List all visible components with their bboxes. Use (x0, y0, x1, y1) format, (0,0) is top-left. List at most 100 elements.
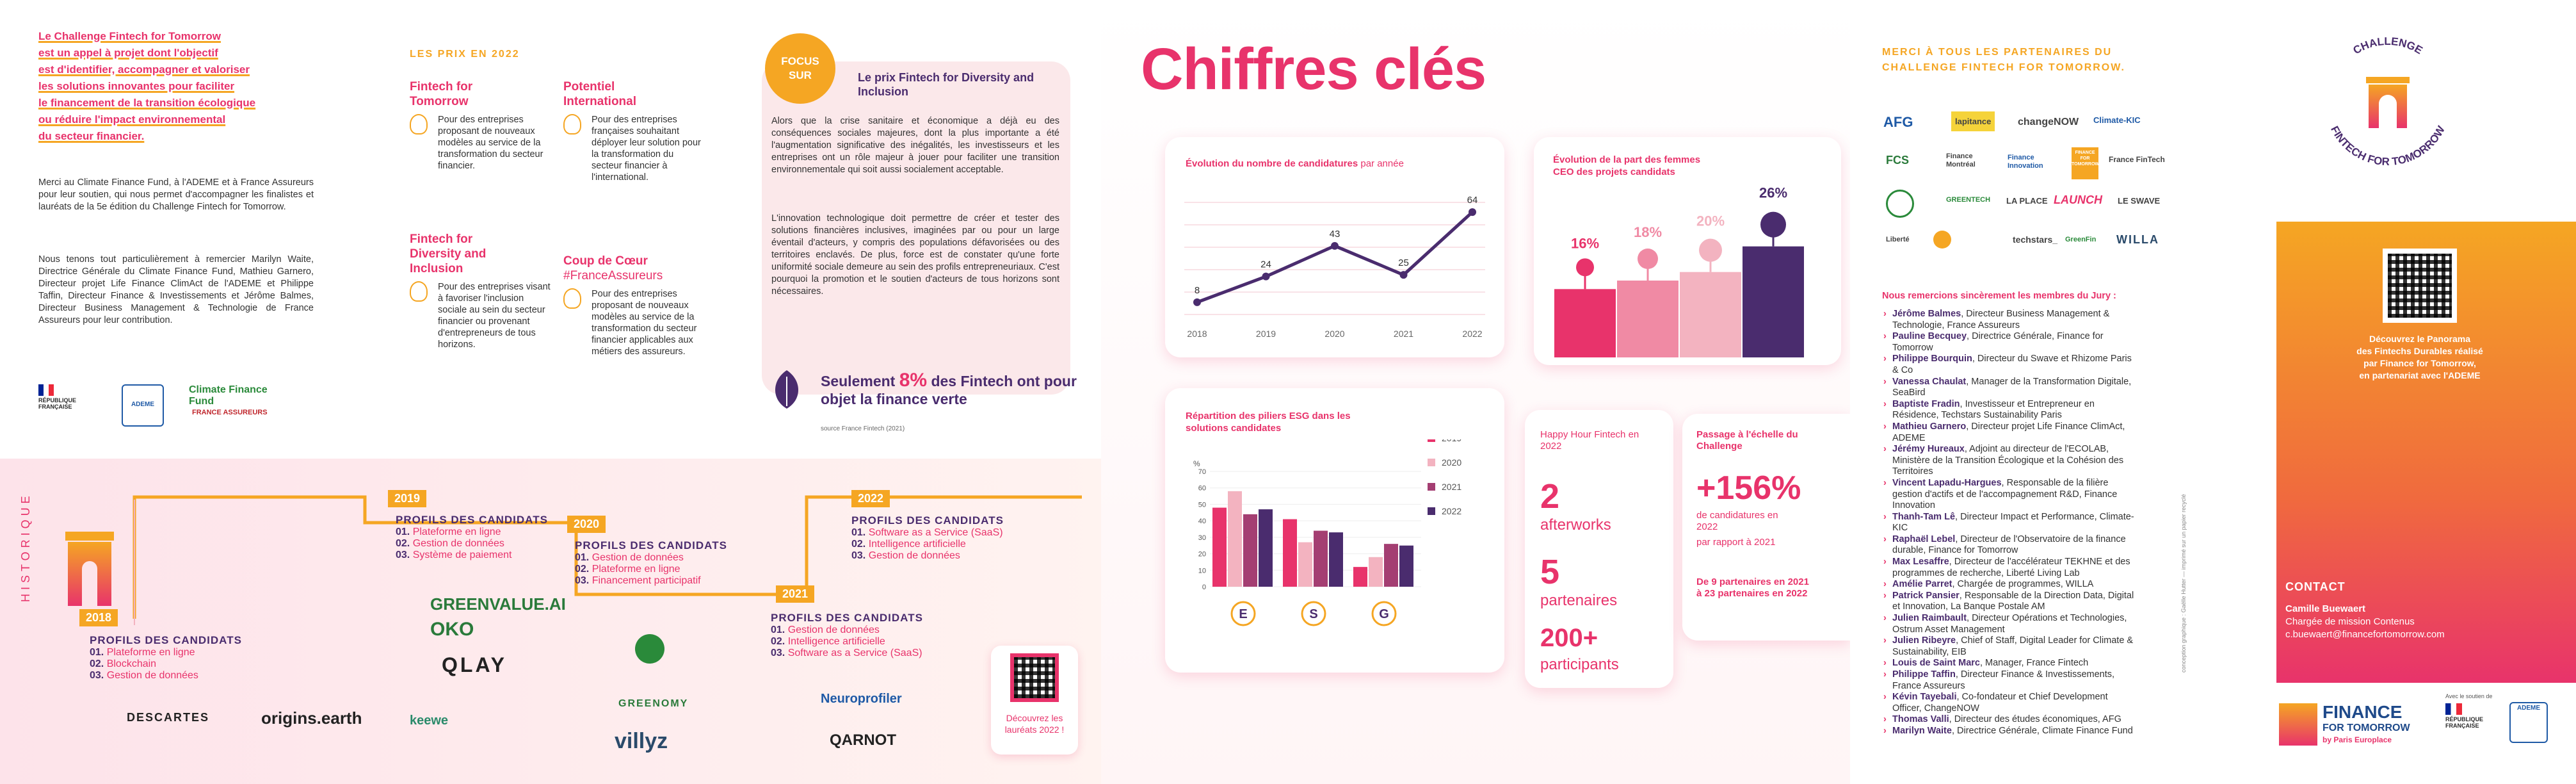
year-2021: 2021 (776, 585, 815, 603)
intro-text: Le Challenge Fintech for Tomorrow est un … (38, 30, 256, 142)
y-tick-label: 70 (1198, 468, 1206, 476)
partner-seal (1933, 231, 1951, 249)
partner-fcs: FCS (1886, 154, 1909, 167)
jury-member: › Pauline Becquey, Directrice Générale, F… (1883, 331, 2104, 353)
partners-title: MERCI À TOUS LES PARTENAIRES DU CHALLENG… (1882, 47, 2125, 73)
jury-member: › Philippe Bourquin, Directeur du Swave e… (1883, 354, 2132, 375)
logo-greenomy: GREENOMY (618, 698, 689, 709)
thanks-paragraph-1: Merci au Climate Finance Fund, à l'ADEME… (38, 177, 314, 212)
tree-icon (1699, 238, 1722, 262)
logo-qarnot: QARNOT (830, 731, 896, 749)
femmes-title: Évolution de la part des femmes CEO des … (1553, 154, 1701, 177)
fft-logo-3: by Paris Europlace (2322, 735, 2392, 744)
partner-liberte: Liberté (1886, 236, 1910, 243)
focus-box (762, 61, 1070, 395)
logo-greenvalue: GREENVALUE.AI (430, 594, 566, 614)
x-tick-label: 2020 (1324, 329, 1344, 339)
esg-title: Répartition des piliers ESG dans les sol… (1186, 411, 1351, 434)
prize-potentiel-international: Potentiel International Pour des entrepr… (563, 80, 701, 183)
x-tick-label: 2022 (1462, 329, 1482, 339)
leaf-icon (765, 368, 809, 411)
contact-email[interactable]: c.buewaert@financefortomorrow.com (2285, 629, 2445, 640)
year-2022: 2022 (851, 490, 890, 507)
partner-willa: WILLA (2116, 233, 2159, 246)
partner-france-fintech: France FinTech (2109, 155, 2165, 164)
passage-big: +156% (1696, 470, 1801, 507)
medal-icon (563, 288, 581, 309)
panorama-qr[interactable] (2383, 249, 2457, 323)
year-2018: 2018 (79, 609, 118, 626)
logo-descartes: DESCARTES (127, 711, 210, 724)
partner-lapitance: lapitance (1951, 111, 1995, 131)
prizes-title: LES PRIX EN 2022 (410, 49, 520, 60)
legend-swatch (1428, 439, 1435, 442)
qr-card[interactable]: Découvrez les lauréats 2022 ! (991, 646, 1078, 755)
prize-diversity-inclusion: Fintech for Diversity and Inclusion Pour… (410, 233, 551, 350)
happy-title: Happy Hour Fintech en 2022 (1540, 429, 1639, 452)
jury-member: › Jérôme Balmes, Directeur Business Manag… (1883, 309, 2110, 331)
femmes-label: 26% (1759, 185, 1787, 201)
femmes-bar (1743, 246, 1804, 357)
passage-title: Passage à l'échelle du Challenge (1696, 429, 1798, 452)
pillar-label: E (1239, 607, 1247, 621)
candidatures-title: Évolution du nombre de candidatures par … (1186, 158, 1404, 169)
profile-2020: PROFILS DES CANDIDATS 01. Gestion de don… (575, 539, 727, 586)
esg-bar (1298, 542, 1312, 587)
legend-swatch (1428, 507, 1435, 515)
esg-bar (1212, 507, 1227, 587)
x-tick-label: 2019 (1256, 329, 1276, 339)
y-tick-label: 20 (1198, 551, 1206, 559)
jury-member: › Julien Raimbault, Directeur Opérations … (1883, 613, 2127, 635)
profile-2022: PROFILS DES CANDIDATS 01. Software as a … (851, 514, 1004, 561)
thanks-paragraph-2: Nous tenons tout particulièrement à reme… (38, 254, 314, 325)
jury-title: Nous remercions sincèrement les membres … (1882, 291, 2116, 301)
logo-greenomy-mark (635, 634, 664, 664)
tree-icon (1638, 249, 1658, 269)
passage-t3: De 9 partenaires en 2021 à 23 partenaire… (1696, 576, 1809, 599)
partner-fft: FINANCE FOR TOMORROW (2072, 147, 2099, 179)
soutien-label: Avec le soutien de (2445, 693, 2493, 699)
logo-neuroprofiler: Neuroprofiler (821, 692, 902, 706)
prize-coup-de-coeur: Coup de Cœur #FranceAssureurs Pour des e… (563, 254, 697, 357)
stat-8-percent: Seulement 8% des Fintech ont pour objet … (821, 370, 1077, 408)
partner-greentech: GREENTECH (1946, 196, 1991, 204)
chiffres-title: Chiffres clés (1141, 37, 1486, 102)
profile-2018: PROFILS DES CANDIDATS 01. Plateforme en … (90, 634, 242, 681)
passage-t1: de candidatures en 2022 (1696, 510, 1778, 532)
legend-label: 2021 (1442, 482, 1461, 492)
jury-member: › Philippe Taffin, Directeur Finance & In… (1883, 669, 2115, 691)
y-tick-label: 10 (1198, 567, 1206, 575)
partner-finance-innovation: Finance Innovation (2008, 154, 2043, 170)
credit-text: conception graphique : Gaëlle Hutter — i… (2180, 494, 2187, 673)
qr-code-icon[interactable] (2388, 254, 2452, 318)
medal-icon (410, 281, 428, 302)
pillar-badge (1301, 601, 1326, 626)
jury-member: › Louis de Saint Marc, Manager, France Fi… (1883, 658, 2089, 669)
tree-icon (1760, 211, 1786, 238)
y-tick-label: 50 (1198, 501, 1206, 509)
jury-member: › Julien Ribeyre, Chief of Staff, Digital… (1883, 635, 2134, 657)
y-unit: % (1193, 459, 1200, 468)
left-panel: Le Challenge Fintech for Tomorrow est un … (0, 0, 1101, 784)
focus-badge: FOCUS SUR (765, 33, 835, 104)
svg-text:CHALLENGE: CHALLENGE (2351, 35, 2425, 56)
legend-label: 2022 (1442, 506, 1461, 516)
jury-member: › Thanh-Tam Lê, Directeur Impact et Perfo… (1883, 511, 2134, 534)
data-label: 43 (1330, 229, 1340, 240)
year-2019: 2019 (388, 490, 427, 507)
jury-member: › Max Lesaffre, Directeur de l'accélérate… (1883, 557, 2130, 578)
logo-qlay: QLAY (442, 653, 507, 676)
year-2020: 2020 (567, 516, 606, 533)
happy-n2: 5 (1540, 553, 1560, 591)
qr-code-icon[interactable] (1010, 653, 1059, 702)
legend-swatch (1428, 459, 1435, 466)
passage-t2: par rapport à 2021 (1696, 537, 1776, 548)
jury-member: › Raphaël Lebel, Directeur de l'Observato… (1883, 534, 2126, 556)
logo-villyz: villyz (615, 729, 668, 753)
esg-bar (1399, 545, 1413, 587)
svg-text:FINTECH FOR TOMORROW: FINTECH FOR TOMORROW (2328, 124, 2447, 168)
profile-2019: PROFILS DES CANDIDATS 01. Plateforme en … (396, 514, 548, 560)
partner-greenfin-mark (1886, 190, 1914, 218)
candidatures-line (1196, 211, 1474, 304)
esg-bar (1259, 509, 1273, 587)
